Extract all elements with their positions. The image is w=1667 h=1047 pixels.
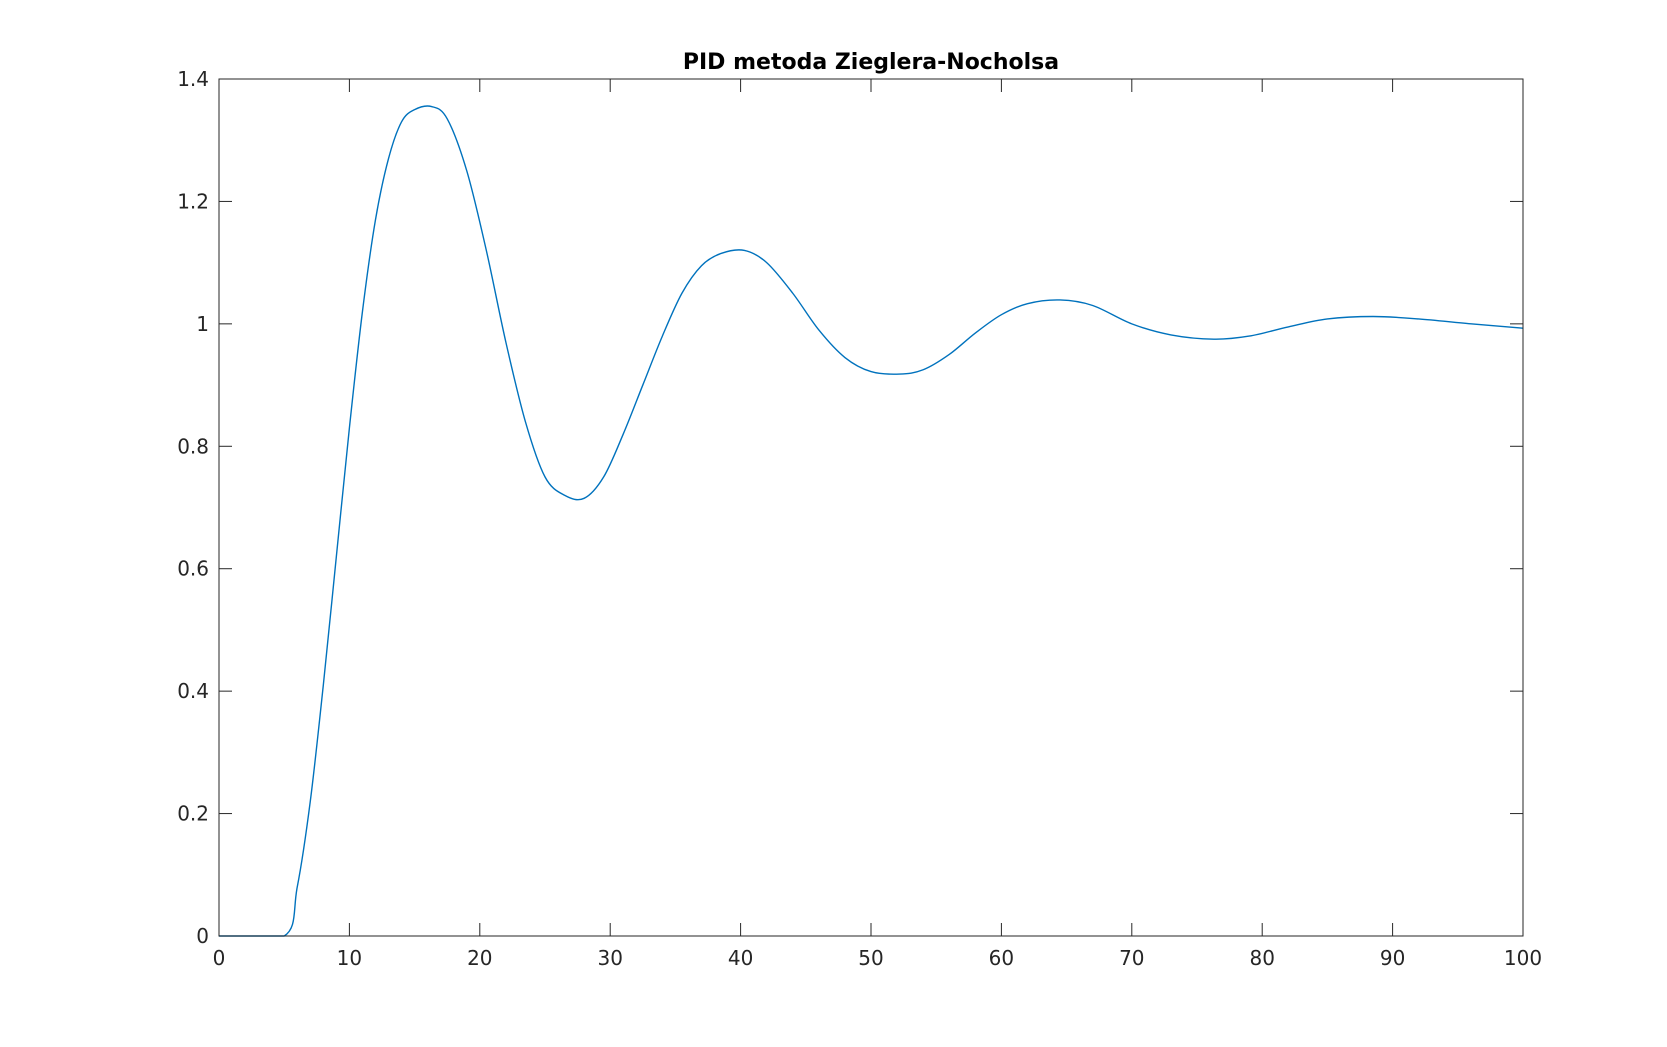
y-tick-label: 1 (196, 312, 209, 336)
x-tick-label: 40 (728, 946, 753, 970)
x-tick-label: 0 (213, 946, 226, 970)
y-tick-label: 0.6 (177, 557, 209, 581)
axes-box (218, 78, 1524, 937)
x-tick-label: 80 (1249, 946, 1274, 970)
x-tick-label: 100 (1504, 946, 1542, 970)
y-tick-label: 0.4 (177, 679, 209, 703)
series-line (219, 105, 1524, 937)
x-tick-label: 60 (989, 946, 1014, 970)
y-tick-label: 1.4 (177, 67, 209, 91)
x-tick-label: 30 (597, 946, 622, 970)
x-tick-label: 20 (467, 946, 492, 970)
plot-area-background (219, 79, 1523, 936)
chart-title: PID metoda Zieglera-Nocholsa (683, 50, 1059, 75)
y-tick-label: 0.8 (177, 434, 209, 458)
x-tick-label: 70 (1119, 946, 1144, 970)
y-tick-label: 0 (196, 924, 209, 948)
x-axis-ticks: 0 10 20 30 40 50 60 70 80 90 100 (213, 79, 1542, 970)
x-tick-label: 10 (337, 946, 362, 970)
x-tick-label: 50 (858, 946, 883, 970)
y-axis-ticks: 0 0.2 0.4 0.6 0.8 1 1.2 1.4 (177, 67, 1523, 948)
y-tick-label: 1.2 (177, 189, 209, 213)
x-tick-label: 90 (1380, 946, 1405, 970)
y-tick-label: 0.2 (177, 802, 209, 826)
